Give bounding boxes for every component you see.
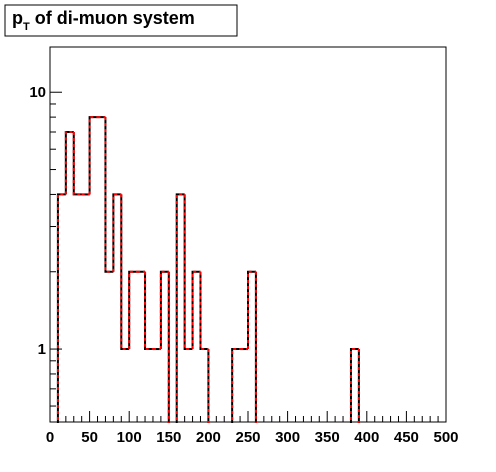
histogram-bin <box>349 348 359 423</box>
histogram <box>56 116 360 423</box>
y-tick-label: 1 <box>38 341 46 358</box>
histogram-bin <box>207 349 210 423</box>
x-tick-label: 400 <box>354 429 379 446</box>
histogram-bin <box>112 193 122 272</box>
histogram-bin <box>183 194 193 351</box>
histogram-bin <box>120 194 130 351</box>
histogram-bin <box>231 348 241 423</box>
histogram-bin <box>72 132 82 196</box>
x-tick-label: 200 <box>196 429 221 446</box>
histogram-bin <box>254 271 257 423</box>
histogram-bin <box>144 271 153 351</box>
title-box <box>4 4 238 37</box>
title-part: of di-muon system <box>35 8 195 28</box>
x-tick-label: 350 <box>315 429 340 446</box>
title-part: p <box>12 8 23 28</box>
x-tick-label: 0 <box>46 429 54 446</box>
x-tick-label: 450 <box>394 429 419 446</box>
x-tick-label: 50 <box>81 429 98 446</box>
histogram-bin <box>88 116 98 195</box>
histogram-bin <box>175 193 185 423</box>
chart-title: pT of di-muon system <box>12 8 195 33</box>
x-tick-label: 500 <box>433 429 458 446</box>
x-tick-label: 150 <box>156 429 181 446</box>
histogram-bin <box>104 117 114 273</box>
x-tick-label: 300 <box>275 429 300 446</box>
histogram-bin <box>56 193 66 423</box>
x-tick-label: 100 <box>117 429 142 446</box>
histogram-bin <box>191 270 201 350</box>
title-subscript: T <box>23 21 30 33</box>
histogram-bin <box>128 270 138 350</box>
histogram-bin <box>357 349 360 423</box>
histogram-bin <box>159 270 169 350</box>
y-tick-label: 10 <box>29 84 46 101</box>
histogram-bin <box>167 271 170 423</box>
histogram-bin <box>199 271 209 351</box>
histogram-bin <box>247 270 256 350</box>
histogram-bin <box>64 131 74 195</box>
x-tick-label: 250 <box>235 429 260 446</box>
